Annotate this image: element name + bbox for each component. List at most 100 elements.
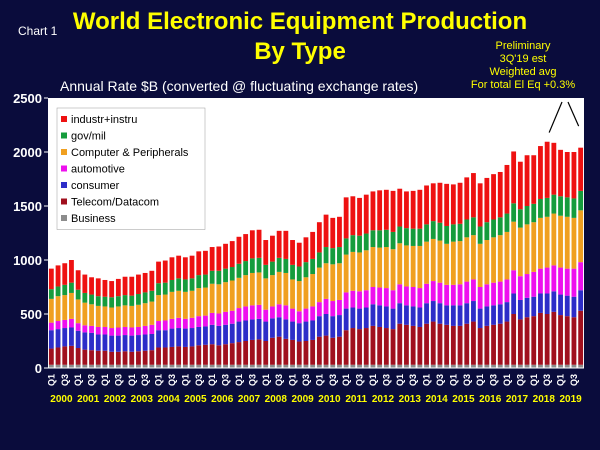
bar-segment: [578, 290, 584, 311]
bar-segment: [437, 222, 443, 241]
bar-segment: [457, 182, 463, 224]
year-label: 2018: [533, 394, 556, 405]
bar-segment: [457, 325, 463, 365]
bar-segment: [531, 316, 537, 365]
bar-segment: [504, 364, 510, 368]
x-tick-label: Q1: [127, 374, 137, 386]
bar-segment: [249, 319, 255, 340]
bar-segment: [236, 308, 242, 322]
bar-segment: [377, 247, 383, 288]
bar-segment: [531, 222, 537, 272]
bar-segment: [109, 307, 115, 329]
bar-segment: [95, 364, 101, 368]
bar-segment: [497, 304, 503, 324]
bar-segment: [578, 262, 584, 291]
x-tick-label: Q1: [100, 374, 110, 386]
legend-swatch: [61, 149, 67, 155]
year-label: 2007: [238, 394, 261, 405]
bar-segment: [115, 364, 121, 368]
bar-segment: [444, 243, 450, 285]
bar-segment: [122, 305, 128, 327]
bar-segment: [424, 323, 429, 365]
bar-segment: [189, 364, 195, 368]
bar-segment: [363, 307, 369, 329]
bar-segment: [122, 276, 128, 296]
x-tick-label: Q3: [194, 374, 204, 386]
x-tick-label: Q3: [355, 374, 365, 386]
y-tick-label: 500: [20, 307, 42, 322]
bar-segment: [370, 364, 376, 368]
bar-segment: [464, 219, 470, 238]
bar-segment: [551, 291, 557, 312]
bar-segment: [102, 296, 108, 307]
bar-segment: [390, 249, 396, 291]
bar-segment: [450, 241, 456, 285]
bar-segment: [223, 344, 228, 365]
bar-segment: [397, 243, 403, 285]
x-tick-label: Q3: [542, 374, 552, 386]
bar-segment: [55, 329, 61, 348]
year-label: 2015: [452, 394, 475, 405]
bar-segment: [316, 267, 322, 303]
bar-segment: [310, 274, 316, 307]
bar-segment: [109, 351, 115, 365]
bar-segment: [337, 364, 342, 368]
bar-segment: [203, 274, 208, 288]
bar-segment: [75, 270, 81, 290]
bar-segment: [410, 325, 416, 365]
bar-segment: [551, 142, 557, 195]
bar-segment: [491, 282, 496, 306]
bar-segment: [337, 216, 342, 248]
bar-segment: [330, 316, 336, 338]
bar-segment: [524, 317, 530, 365]
bar-segment: [263, 240, 269, 265]
bar-segment: [142, 364, 148, 368]
x-tick-label: Q1: [73, 374, 83, 386]
x-tick-label: Q1: [448, 374, 458, 386]
bar-segment: [430, 238, 436, 282]
bar-segment: [538, 198, 543, 218]
bar-segment: [209, 324, 215, 345]
bar-segment: [357, 364, 362, 368]
bar-segment: [296, 341, 302, 365]
bar-segment: [551, 311, 557, 365]
bar-segment: [196, 316, 202, 327]
bar-segment: [249, 364, 255, 368]
bar-segment: [538, 268, 543, 294]
bar-segment: [95, 350, 101, 365]
y-tick-label: 2500: [13, 91, 42, 106]
bar-segment: [383, 288, 389, 307]
bar-segment: [390, 329, 396, 365]
bar-segment: [249, 272, 255, 306]
bar-segment: [551, 194, 557, 214]
bar-segment: [471, 173, 476, 218]
legend-label: Computer & Peripherals: [71, 147, 189, 159]
bar-segment: [290, 308, 295, 322]
bar-segment: [571, 296, 577, 318]
bar-segment: [571, 152, 577, 199]
bar-segment: [558, 267, 563, 295]
bar-segment: [196, 345, 202, 365]
bar-segment: [189, 255, 195, 279]
bar-segment: [169, 364, 175, 368]
chart-label: Chart 1: [18, 24, 58, 38]
bar-segment: [578, 210, 584, 263]
bar-segment: [223, 311, 228, 325]
year-label: 2004: [157, 394, 180, 405]
bar-segment: [363, 250, 369, 291]
bar-segment: [343, 197, 349, 239]
bar-segment: [444, 364, 450, 368]
bar-segment: [263, 321, 269, 341]
bar-segment: [270, 235, 275, 262]
bar-segment: [182, 328, 188, 347]
legend-swatch: [61, 165, 67, 172]
bar-segment: [182, 257, 188, 280]
bar-segment: [357, 197, 362, 236]
bar-segment: [89, 325, 94, 333]
bar-segment: [176, 346, 182, 365]
bar-segment: [69, 364, 74, 368]
bar-segment: [323, 214, 329, 248]
bar-segment: [69, 327, 74, 346]
bar-segment: [303, 237, 309, 263]
bar-segment: [196, 326, 202, 346]
